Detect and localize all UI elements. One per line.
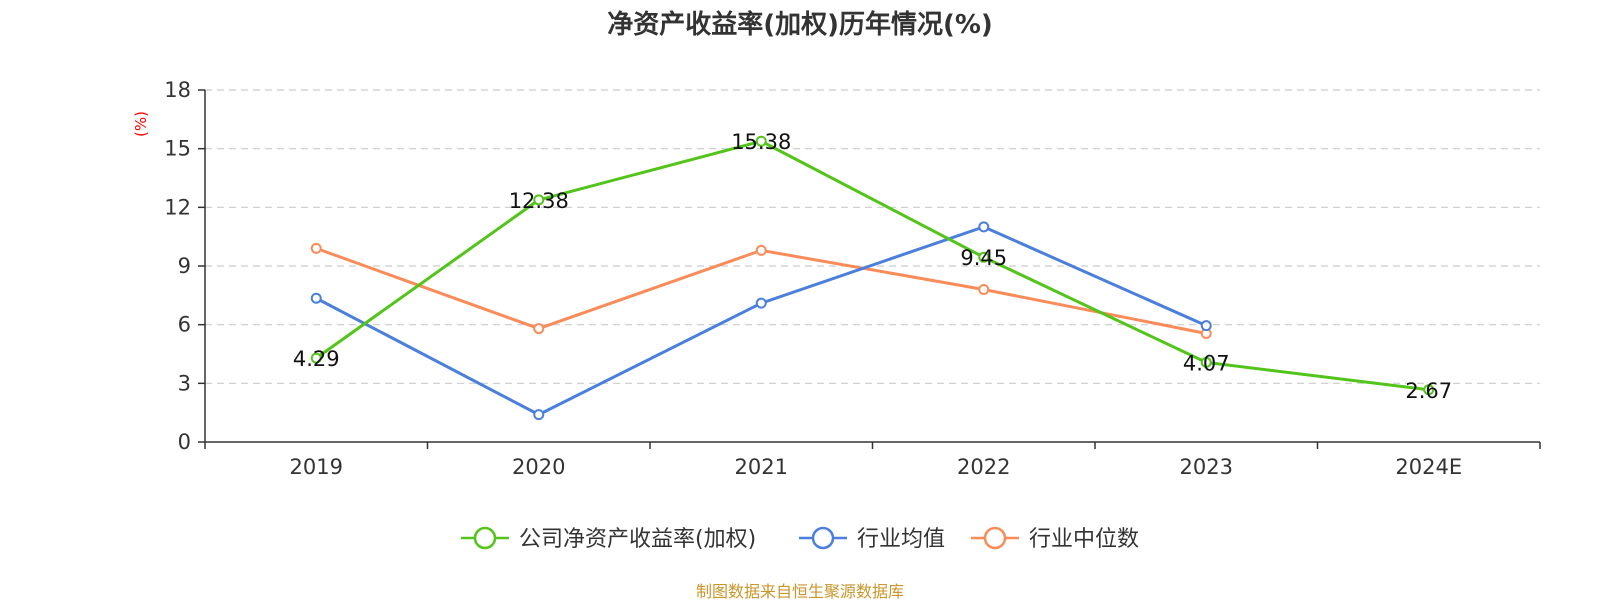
legend-circle-icon (983, 526, 1007, 550)
legend-circle-icon (473, 526, 497, 550)
data-point (1200, 320, 1212, 332)
axes: 0 3 6 9 12 15 18 2019 2020 2021 2022 2023 2024E (164, 78, 1541, 479)
y-tick-label: 9 (178, 254, 191, 278)
legend-label: 行业均值 (857, 527, 945, 552)
grid-lines (205, 89, 1540, 384)
data-label: 2.67 (1405, 379, 1452, 403)
x-tick-label: 2023 (1180, 455, 1233, 479)
legend-circle-icon (811, 526, 835, 550)
data-label: 12.38 (509, 189, 569, 213)
data-point (755, 135, 767, 147)
data-point (978, 221, 990, 233)
data-point (310, 292, 322, 304)
data-label: 4.07 (1183, 351, 1230, 375)
source-note: 制图数据来自恒生聚源数据库 (695, 582, 904, 601)
y-axis-label: (%) (132, 111, 150, 137)
y-tick-label: 6 (178, 313, 191, 337)
data-labels: 4.29 12.38 15.38 9.45 4.07 2.67 (293, 130, 1452, 403)
data-point (310, 352, 322, 364)
data-point (755, 297, 767, 309)
series-line (315, 246, 1207, 335)
data-point (310, 242, 322, 254)
y-tick-label: 3 (178, 371, 191, 395)
x-tick-label: 2024E (1395, 455, 1462, 479)
x-tick-label: 2019 (290, 455, 343, 479)
data-point (755, 244, 767, 256)
y-tick-label: 0 (178, 430, 191, 454)
x-tick-label: 2020 (512, 455, 565, 479)
data-point (1423, 384, 1435, 396)
legend-label: 行业中位数 (1029, 527, 1139, 552)
data-label: 4.29 (293, 347, 340, 371)
x-tick-label: 2021 (735, 455, 788, 479)
data-label: 9.45 (960, 246, 1007, 270)
data-point (1200, 356, 1212, 368)
data-label: 15.38 (731, 130, 791, 154)
legend[interactable]: 公司净资产收益率(加权) 行业均值 行业中位数 (461, 526, 1139, 552)
series-line (315, 139, 1429, 392)
y-tick-label: 18 (164, 78, 191, 102)
legend-item[interactable]: 公司净资产收益率(加权) (461, 526, 756, 552)
data-point (978, 283, 990, 295)
legend-label: 公司净资产收益率(加权) (519, 527, 756, 552)
data-point (533, 409, 545, 421)
y-tick-label: 15 (164, 137, 191, 161)
legend-item[interactable]: 行业均值 (799, 526, 945, 552)
chart-title: 净资产收益率(加权)历年情况(%) (607, 10, 993, 40)
data-point (978, 251, 990, 263)
series (310, 135, 1435, 421)
data-point (533, 323, 545, 335)
data-point (533, 194, 545, 206)
x-tick-label: 2022 (957, 455, 1010, 479)
y-tick-label: 12 (164, 195, 191, 219)
legend-item[interactable]: 行业中位数 (971, 526, 1139, 552)
